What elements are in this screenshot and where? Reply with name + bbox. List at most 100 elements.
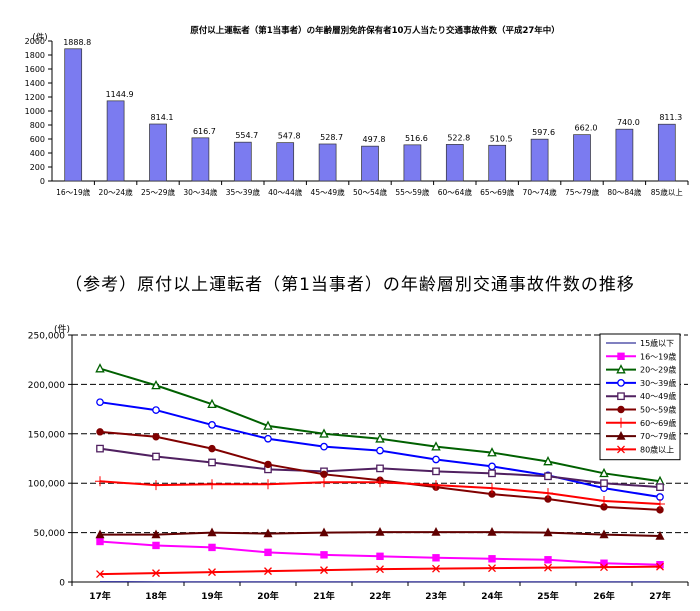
bar [318, 143, 337, 182]
data-point [617, 392, 625, 401]
bar-value-label: 662.0 [575, 124, 598, 133]
legend-label: 15歳以下 [640, 338, 674, 348]
data-point [488, 564, 496, 573]
data-point [264, 548, 272, 557]
data-point [487, 483, 497, 494]
data-point [487, 527, 497, 536]
series-70～79歳 [95, 527, 665, 540]
data-point [543, 488, 553, 499]
series-40～49歳 [96, 444, 664, 492]
data-point [488, 469, 496, 478]
data-point [616, 364, 626, 374]
series-line [99, 565, 661, 576]
line-chart-y-unit: (件) [54, 323, 70, 335]
series-60～69歳 [95, 476, 665, 509]
data-point [543, 527, 553, 537]
x-category-label: 45～49歳 [311, 187, 346, 197]
data-point [207, 398, 217, 409]
data-point [488, 462, 496, 471]
x-category-label: 60～64歳 [438, 187, 473, 197]
legend-label: 80歳以上 [640, 444, 674, 454]
x-category-label: 70～74歳 [523, 187, 558, 197]
x-tick-label: 21年 [313, 590, 335, 602]
data-point [95, 476, 105, 487]
bar [488, 144, 507, 182]
line-chart-legend: 15歳以下 16～19歳 20～29歳 30～39歳 40～49歳 50～59歳 60～69… [599, 333, 681, 461]
y-tick-label: 1800 [25, 51, 45, 60]
data-point [320, 551, 328, 559]
data-point [376, 552, 384, 561]
y-tick-label: 200 [30, 163, 45, 172]
bar [445, 144, 464, 182]
y-tick-label: 600 [30, 135, 45, 144]
data-point [544, 556, 552, 564]
data-point [264, 460, 272, 469]
legend-label: 70～79歳 [640, 431, 676, 441]
data-point [208, 421, 216, 429]
data-point [263, 479, 273, 490]
data-point [152, 452, 160, 461]
data-point [432, 467, 440, 476]
legend-label: 50～59歳 [640, 405, 676, 415]
bar [276, 142, 295, 182]
data-point [208, 458, 216, 467]
x-category-label: 30～34歳 [183, 187, 218, 197]
bar-value-label: 597.6 [532, 128, 555, 137]
bar [361, 145, 379, 182]
data-point [487, 447, 497, 457]
series-80歳以上 [96, 562, 664, 579]
data-point [95, 363, 105, 373]
y-tick-label: 1600 [25, 65, 45, 74]
line-chart-title: （参考）原付以上運転者（第1当事者）の年齢層別交通事故件数の推移 [65, 275, 635, 295]
series-16～19歳 [96, 537, 664, 569]
data-point [320, 566, 328, 575]
data-point [432, 455, 440, 464]
data-point [152, 541, 160, 550]
data-point [656, 561, 664, 569]
x-category-label: 55～59歳 [395, 187, 430, 197]
x-tick-label: 26年 [593, 590, 615, 602]
data-point [152, 406, 160, 414]
data-point [616, 417, 626, 428]
bar [106, 100, 125, 182]
data-point [544, 472, 552, 481]
data-point [616, 431, 626, 440]
x-category-label: 20～24歳 [99, 187, 134, 197]
y-tick-label: 150,000 [28, 430, 65, 440]
legend-label: 16～19歳 [640, 351, 676, 361]
data-point [208, 568, 216, 577]
series-20～29歳 [95, 363, 665, 486]
bar-chart-title: 原付以上運転者（第1当事者）の年齢層別免許保有者10万人当たり交通事故件数（平成… [190, 25, 560, 36]
data-point [95, 529, 105, 539]
data-point [207, 527, 217, 537]
bar-value-label: 740.0 [617, 118, 640, 127]
y-tick-label: 2000 [25, 37, 45, 46]
data-point [617, 445, 625, 454]
data-point [151, 379, 161, 390]
legend-label: 40～49歳 [640, 391, 676, 401]
x-category-label: 35～39歳 [226, 187, 261, 197]
bar-chart-y-unit: (件) [32, 32, 47, 43]
data-point [264, 567, 272, 576]
x-category-label: 40～44歳 [268, 187, 303, 197]
bar [573, 134, 591, 182]
data-point [152, 433, 160, 441]
data-point [431, 441, 441, 451]
x-tick-label: 27年 [649, 590, 671, 602]
data-point [617, 379, 625, 387]
bar [657, 123, 676, 182]
bar-value-label: 811.3 [659, 113, 682, 122]
y-tick-label: 100,000 [28, 480, 65, 490]
bar-value-label: 554.7 [235, 131, 258, 140]
data-point [96, 428, 104, 436]
data-point [599, 467, 609, 478]
y-tick-label: 1200 [25, 93, 45, 102]
data-point [431, 480, 441, 491]
bar [191, 137, 210, 182]
data-point [151, 529, 161, 539]
x-tick-label: 18年 [145, 590, 167, 602]
data-point [544, 563, 552, 572]
data-point [263, 528, 273, 538]
bar-value-label: 1888.8 [63, 38, 91, 47]
bar-value-label: 516.6 [405, 134, 428, 143]
